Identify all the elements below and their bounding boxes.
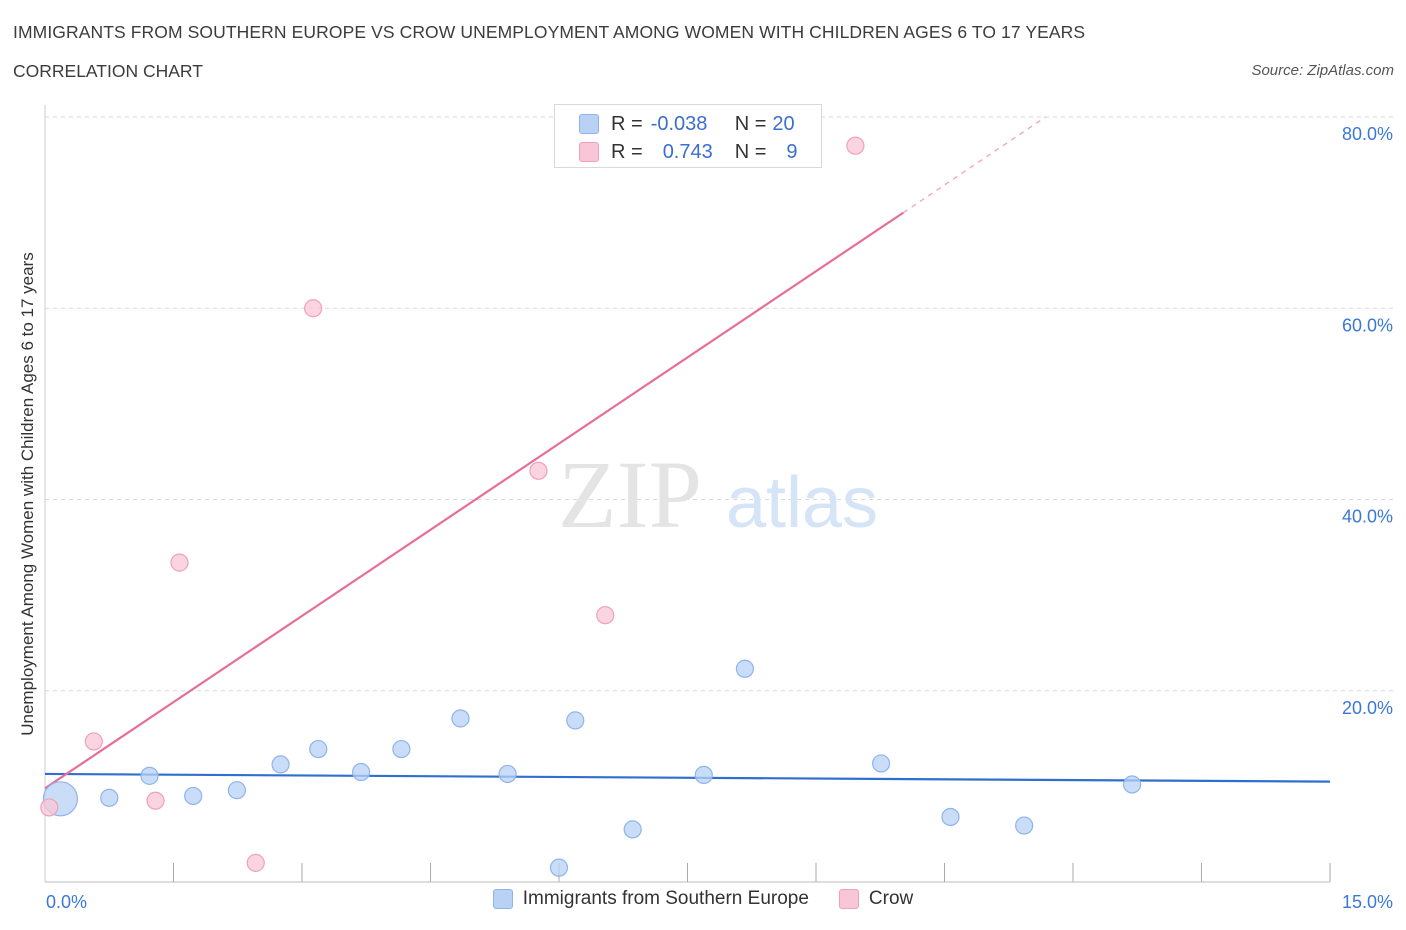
data-point-crow (529, 461, 548, 480)
legend-swatch-blue (579, 114, 599, 134)
data-point-immigrants (352, 762, 371, 782)
data-point-immigrants (498, 764, 517, 784)
point-layer (40, 136, 1142, 877)
n-label: N = (734, 140, 767, 163)
data-point-crow (146, 791, 165, 810)
label-layer: Unemployment Among Women with Children A… (18, 124, 1393, 912)
data-point-immigrants (694, 765, 713, 785)
n-value: 9 (786, 140, 798, 163)
grid-layer (45, 116, 1395, 692)
y-tick-label: 20.0% (1342, 698, 1393, 718)
legend-swatch-pink (838, 889, 859, 909)
data-point-immigrants (451, 709, 470, 728)
data-point-immigrants (140, 766, 159, 785)
watermark-zip: ZIP (558, 441, 702, 548)
r-label: R = (611, 140, 643, 163)
data-point-immigrants (227, 781, 246, 800)
data-point-crow (846, 136, 865, 155)
x-tick-label-min: 0.0% (46, 892, 87, 912)
trend-line-extension-crow (902, 116, 1046, 214)
y-tick-label: 80.0% (1342, 124, 1393, 144)
data-point-immigrants (549, 858, 569, 877)
data-point-crow (40, 798, 59, 817)
r-value: 0.743 (662, 140, 713, 163)
data-point-immigrants (1123, 775, 1142, 794)
r-value: -0.038 (650, 112, 708, 135)
y-axis-label: Unemployment Among Women with Children A… (18, 252, 37, 736)
watermark-atlas: atlas (726, 463, 878, 543)
legend-row-crow: R = 0.743 N = 9 (579, 140, 798, 164)
legend-label: Crow (868, 888, 914, 909)
data-point-crow (246, 853, 265, 872)
data-point-immigrants (1015, 816, 1034, 835)
data-point-crow (84, 732, 103, 751)
data-point-immigrants (623, 820, 642, 839)
y-tick-label: 60.0% (1342, 315, 1393, 335)
data-point-crow (596, 606, 615, 625)
data-point-immigrants (566, 711, 585, 730)
r-label: R = (611, 112, 643, 135)
data-point-immigrants (872, 754, 891, 773)
data-point-immigrants (392, 739, 411, 759)
source-credit: Source: ZipAtlas.com (1251, 62, 1394, 79)
watermark: ZIP atlas (558, 441, 878, 548)
legend-swatch-blue (492, 889, 513, 909)
y-tick-label: 40.0% (1342, 507, 1393, 527)
trend-layer (44, 116, 1331, 790)
data-point-immigrants (184, 786, 203, 806)
n-label: N = (734, 112, 767, 135)
data-point-crow (170, 553, 189, 572)
legend-swatch-pink (579, 142, 599, 162)
chart-subtitle: CORRELATION CHART (13, 61, 203, 81)
n-value: 20 (772, 112, 795, 135)
data-point-immigrants (941, 807, 960, 827)
legend-label: Immigrants from Southern Europe (522, 888, 809, 909)
axis-layer (44, 105, 1331, 883)
legend-row-immigrants: R = -0.038 N = 20 (579, 112, 795, 136)
series-legend: Immigrants from Southern Europe Crow (0, 888, 1406, 910)
chart-title: IMMIGRANTS FROM SOUTHERN EUROPE VS CROW … (13, 22, 1086, 42)
trend-line-immigrants (44, 772, 1331, 783)
legend-item-immigrants: Immigrants from Southern Europe (492, 888, 809, 910)
data-point-immigrants (309, 739, 328, 759)
data-point-immigrants (735, 659, 754, 678)
trend-line-crow (44, 211, 904, 790)
data-point-crow (304, 299, 323, 318)
data-point-immigrants (271, 755, 290, 774)
legend-item-crow: Crow (838, 888, 914, 910)
data-point-immigrants (100, 788, 119, 807)
correlation-legend: R = -0.038 N = 20 R = 0.743 N = 9 (554, 104, 822, 168)
x-tick-label-max: 15.0% (1342, 892, 1393, 912)
